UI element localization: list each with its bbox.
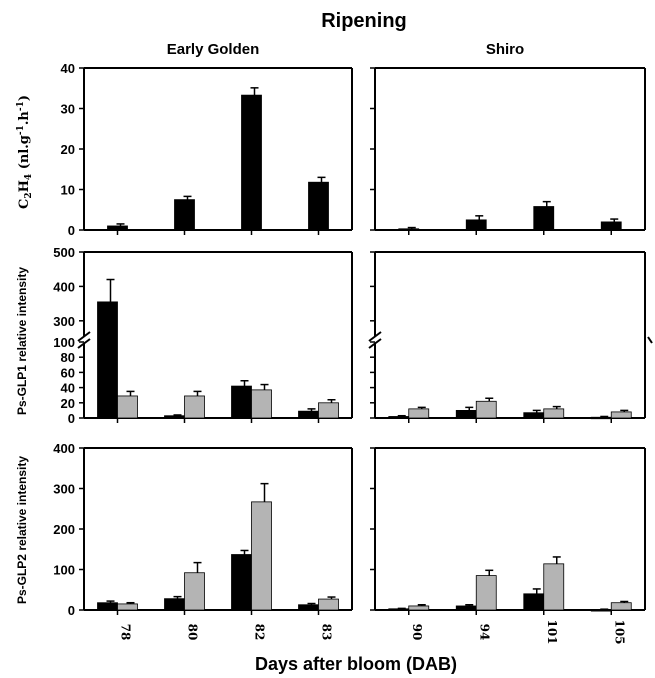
panel-2-1-bar (543, 563, 565, 611)
panel-2-1-bar (475, 575, 497, 611)
panel-2-0-bar (298, 604, 319, 611)
panel-1-0-bar (117, 395, 138, 419)
panel-2-0-bar (251, 501, 272, 611)
panel-0-0-bar (241, 94, 262, 231)
figure-title: Ripening (321, 10, 407, 32)
panel-1-0-y-tick-label: 0 (68, 411, 75, 426)
panel-2-0-x-tick-label: 82 (253, 624, 267, 641)
panel-1-1-bar (610, 411, 632, 419)
panel-1-0-axis-break-mark (77, 331, 91, 342)
panel-2-0-bar (117, 603, 138, 611)
panel-0-0-y-tick-label: 20 (61, 142, 75, 157)
panel-1-0-y-tick-label: 400 (53, 279, 75, 294)
panel-1-0-y-tick-label: 300 (53, 314, 75, 329)
ylabel-ps-glp1: Ps-GLP1 relative intensity (15, 267, 29, 415)
ylabel-c2h4: C2H4 (nl.g-1.h-1) (16, 95, 34, 209)
panel-0-1-bar (600, 221, 622, 231)
panel-0-0-bar (174, 199, 195, 231)
panel-1-0-bar (97, 301, 118, 419)
panel-2-1-x-tick-label: 105 (612, 619, 626, 644)
panel-0-1-bar (533, 206, 555, 231)
column-title-early-golden: Early Golden (167, 41, 260, 58)
panel-1-1-bar (523, 412, 545, 419)
panel-0-0-y-tick-label: 10 (61, 183, 75, 198)
panel-1-1-bar (455, 409, 477, 419)
panel-0-0-y-tick-label: 0 (68, 223, 75, 238)
plots: 0102030400204060801003004005000100200300… (53, 61, 653, 645)
panel-1-0-y-tick-label: 80 (61, 350, 75, 365)
panel-1-0-y-tick-label: 60 (61, 365, 75, 380)
panel-1-1-axis-break-mark (368, 338, 382, 349)
panel-2-0-x-tick-label: 83 (320, 624, 334, 641)
panel-0-0-bar (308, 181, 329, 231)
panel-0-1-bar (465, 219, 487, 231)
panel-1-1-axis-break-mark (368, 331, 382, 342)
panel-0-0-bar (107, 225, 128, 231)
panel-1-1-bar (590, 416, 612, 420)
panel-2-0-bar (97, 602, 118, 611)
panel-1-0-bar (184, 395, 205, 419)
panel-2-1-bar (610, 602, 632, 611)
panel-2-0-y-tick-label: 300 (53, 482, 75, 497)
panel-2-1-bar (455, 605, 477, 611)
panel-1-0-bar (318, 402, 339, 419)
panel-1-0-y-tick-label: 40 (61, 381, 75, 396)
panel-1-0-bar (251, 389, 272, 419)
panel-2-0-y-tick-label: 400 (53, 441, 75, 456)
panel-2-0-bar (318, 598, 339, 611)
panel-2-1-x-tick-label: 90 (410, 624, 424, 641)
panel-2-0-x-tick-label: 78 (119, 624, 133, 641)
panel-2-1-bar (523, 593, 545, 611)
panel-1-1-bar (408, 408, 430, 419)
panel-1-0-axis-break-mark (77, 338, 91, 349)
panel-1-0-bar (164, 415, 185, 419)
panel-2-0-bar (231, 554, 252, 611)
ylabel-ps-glp2: Ps-GLP2 relative intensity (15, 456, 29, 604)
panel-0-0-y-tick-label: 40 (61, 61, 75, 76)
panel-1-0-y-tick-label: 20 (61, 396, 75, 411)
x-axis-title: Days after bloom (DAB) (255, 654, 457, 674)
panel-1-0-bar (231, 385, 252, 419)
panel-0-0-y-tick-label: 30 (61, 102, 75, 117)
panel-2-0-x-tick-label: 80 (186, 624, 200, 641)
panel-1-1-edge-mark (647, 336, 653, 344)
panel-2-0-bar (164, 598, 185, 611)
panel-2-1-bar (408, 605, 430, 611)
panel-2-0-y-tick-label: 0 (68, 603, 75, 618)
panel-2-0-y-tick-label: 200 (53, 522, 75, 537)
panel-2-1-x-tick-label: 101 (545, 619, 559, 644)
panel-1-0-y-tick-label: 500 (53, 245, 75, 260)
panel-1-0-y-tick-label: 100 (53, 335, 75, 350)
panel-2-0-bar (184, 572, 205, 611)
panel-1-1-bar (543, 408, 565, 419)
panel-1-1-bar (475, 400, 497, 419)
panel-2-0-y-tick-label: 100 (53, 563, 75, 578)
panel-2-1-x-tick-label: 94 (477, 624, 491, 641)
panel-1-0-bar (298, 410, 319, 419)
panel-1-1-bar (388, 416, 410, 419)
column-title-shiro: Shiro (486, 41, 524, 58)
